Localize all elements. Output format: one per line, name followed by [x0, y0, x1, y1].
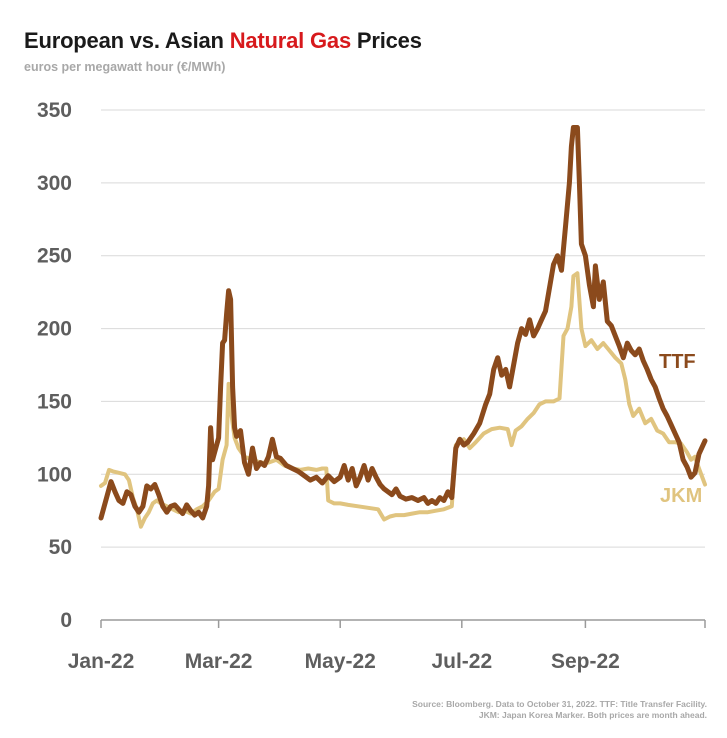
series-line-ttf — [98, 125, 708, 521]
x-tick-label: Mar-22 — [185, 650, 253, 673]
x-axis: Jan-22 Mar-22 May-22 Jul-22 Sep-22 — [68, 620, 706, 673]
y-tick-label: 150 — [37, 390, 72, 413]
y-tick-label: 100 — [37, 463, 72, 486]
title-part-1: European vs. Asian — [24, 28, 230, 53]
y-tick-label: 300 — [37, 172, 72, 195]
series-line-jkm — [99, 271, 707, 529]
y-tick-label: 350 — [37, 99, 72, 122]
chart-title: European vs. Asian Natural Gas Prices — [24, 28, 422, 54]
source-line-1: Source: Bloomberg. Data to October 31, 2… — [412, 699, 707, 709]
y-tick-label: 0 — [60, 609, 72, 632]
series-label-jkm: JKM — [660, 485, 702, 507]
gridlines — [101, 109, 705, 621]
series-lines — [98, 125, 708, 529]
source-note: Source: Bloomberg. Data to October 31, 2… — [387, 699, 707, 721]
x-tick-label: Jul-22 — [431, 650, 492, 673]
series-label-ttf: TTF — [659, 351, 696, 373]
y-tick-label: 200 — [37, 318, 72, 341]
source-line-2: JKM: Japan Korea Marker. Both prices are… — [478, 710, 707, 720]
chart-subtitle: euros per megawatt hour (€/MWh) — [24, 60, 226, 74]
y-tick-label: 250 — [37, 245, 72, 268]
x-tick-label: May-22 — [305, 650, 376, 673]
y-axis-labels: 0 50 100 150 200 250 300 350 — [37, 99, 72, 632]
title-part-2: Prices — [350, 28, 422, 53]
x-tick-label: Sep-22 — [551, 650, 620, 673]
series-labels: JKM TTF — [659, 351, 702, 507]
y-tick-label: 50 — [49, 536, 72, 559]
title-accent: Natural Gas — [229, 28, 351, 53]
x-tick-label: Jan-22 — [68, 650, 135, 673]
